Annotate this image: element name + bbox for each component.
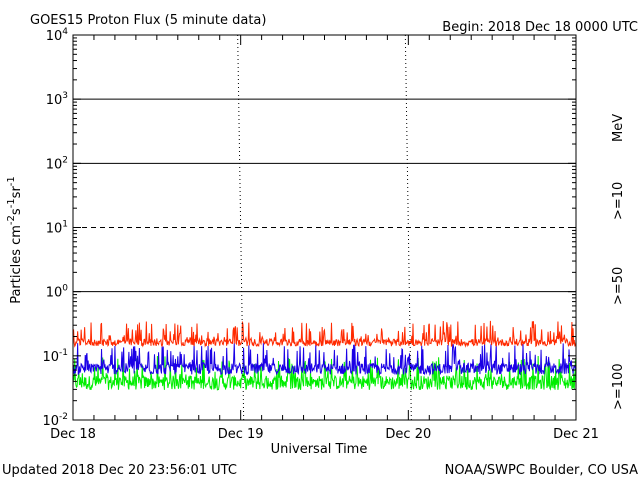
credit-label: NOAA/SWPC Boulder, CO USA	[445, 463, 638, 478]
legend-100: >=100	[611, 363, 626, 410]
y-tick-label: 10-2	[42, 412, 68, 429]
x-tick-label: Dec 18	[50, 427, 96, 442]
day-separator	[237, 34, 245, 421]
series-line-ge50	[72, 343, 577, 376]
updated-label: Updated 2018 Dec 20 23:56:01 UTC	[2, 463, 237, 478]
chart-title: GOES15 Proton Flux (5 minute data)	[30, 13, 266, 28]
begin-label: Begin: 2018 Dec 18 0000 UTC	[442, 20, 638, 35]
x-axis-ticks: Dec 18 Dec 19 Dec 20 Dec 21	[50, 35, 599, 442]
y-tick-label: 103	[46, 91, 68, 108]
legend-10: >=10	[611, 182, 626, 220]
legend: >=100 >=50 >=10 MeV	[611, 114, 626, 410]
y-tick-label: 102	[46, 155, 68, 172]
day-separator	[404, 34, 412, 421]
series-line-ge10	[72, 320, 577, 348]
x-tick-label: Dec 20	[385, 427, 431, 442]
y-tick-label: 104	[46, 27, 69, 44]
y-tick-label: 100	[46, 284, 69, 301]
x-tick-label: Dec 19	[218, 427, 264, 442]
y-tick-label: 10-1	[42, 348, 68, 365]
y-axis-label: Particles cm-2s-1sr-1	[6, 176, 24, 304]
y-tick-label: 101	[46, 220, 68, 237]
day-separators	[237, 34, 412, 421]
gridlines	[73, 98, 576, 293]
data-series	[72, 320, 577, 391]
x-tick-label: Dec 21	[553, 427, 599, 442]
legend-unit: MeV	[611, 114, 626, 142]
legend-50: >=50	[611, 267, 626, 305]
x-axis-label: Universal Time	[271, 442, 368, 457]
y-axis-ticks: 104 103 102 101 100 10-1 10-2	[42, 27, 576, 429]
